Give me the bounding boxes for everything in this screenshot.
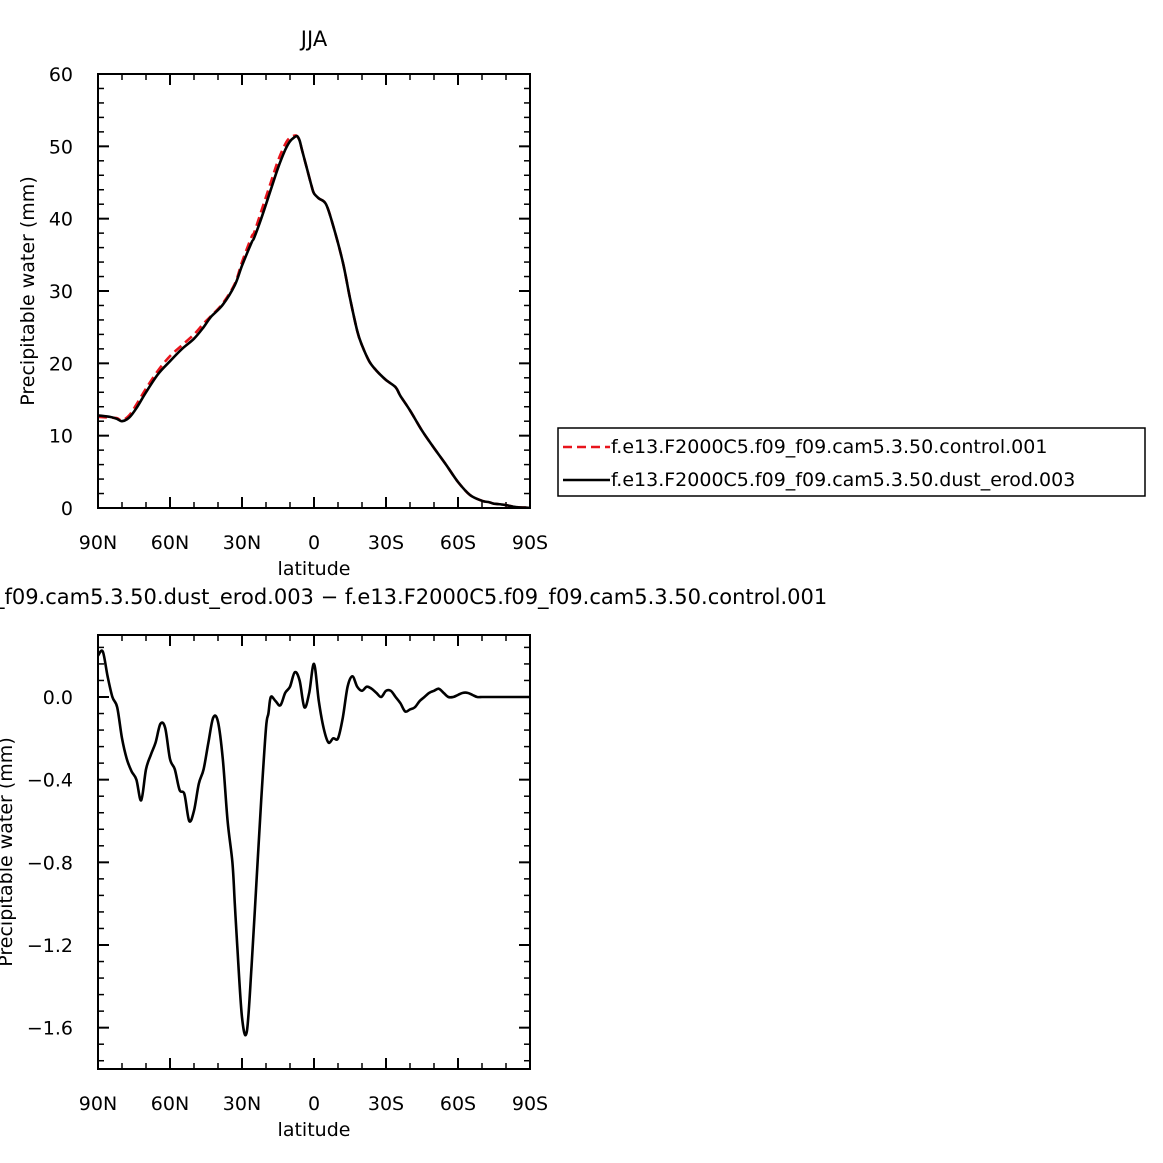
legend: f.e13.F2000C5.f09_f09.cam5.3.50.control.…	[557, 427, 1146, 497]
y-tick-label: 0	[61, 498, 73, 520]
bottom-plot-frame	[97, 634, 531, 1070]
legend-box	[557, 427, 1146, 497]
x-tick-label: 30S	[368, 1093, 404, 1115]
x-tick-label: 90N	[79, 1093, 117, 1115]
y-tick-label: −0.8	[27, 852, 73, 874]
bottom-series-group	[98, 649, 530, 1037]
series-line	[98, 134, 530, 508]
legend-label-dust-erod: f.e13.F2000C5.f09_f09.cam5.3.50.dust_ero…	[611, 469, 1075, 491]
y-tick-label: −0.4	[27, 770, 73, 792]
top-x-axis-label: latitude	[278, 558, 351, 580]
y-tick-label: 60	[49, 64, 73, 86]
y-tick-label: 0.0	[43, 687, 73, 709]
y-tick-label: 20	[49, 353, 73, 375]
x-tick-label: 90S	[512, 1093, 548, 1115]
top-series-group	[98, 134, 530, 508]
x-tick-label: 60S	[440, 532, 476, 554]
bottom-x-axis: 90N 60N 30N 0 30S 60S 90S	[79, 635, 548, 1115]
y-tick-label: −1.6	[27, 1018, 73, 1040]
bottom-y-axis-label: Precipitable water (mm)	[0, 737, 17, 966]
x-tick-label: 30S	[368, 532, 404, 554]
bottom-chart-title: f.e13.F2000C5.f09_f09.cam5.3.50.dust_ero…	[0, 585, 827, 610]
top-panel: JJA 0 10 20 30 40 50 60 90N 60N 30N 0 30S 60S 90S Pr…	[17, 27, 548, 580]
y-tick-label: −1.2	[27, 935, 73, 957]
legend-label-control: f.e13.F2000C5.f09_f09.cam5.3.50.control.…	[611, 436, 1047, 458]
x-tick-label: 60S	[440, 1093, 476, 1115]
x-tick-label: 0	[308, 1093, 320, 1115]
bottom-panel: f.e13.F2000C5.f09_f09.cam5.3.50.dust_ero…	[0, 585, 827, 1141]
y-tick-label: 50	[49, 136, 73, 158]
y-tick-label: 40	[49, 209, 73, 231]
top-y-axis-label: Precipitable water (mm)	[17, 176, 39, 405]
x-tick-label: 30N	[223, 1093, 261, 1115]
bottom-x-axis-label: latitude	[278, 1119, 351, 1141]
x-tick-label: 60N	[151, 532, 189, 554]
x-tick-label: 90S	[512, 532, 548, 554]
x-tick-label: 90N	[79, 532, 117, 554]
top-plot-frame	[97, 73, 531, 509]
y-tick-label: 30	[49, 281, 73, 303]
x-tick-label: 60N	[151, 1093, 189, 1115]
bottom-y-axis: 0.0 −0.4 −0.8 −1.2 −1.6	[27, 646, 530, 1062]
series-line	[98, 649, 530, 1037]
x-tick-label: 30N	[223, 532, 261, 554]
x-tick-label: 0	[308, 532, 320, 554]
top-x-axis: 90N 60N 30N 0 30S 60S 90S	[79, 74, 548, 554]
top-y-axis: 0 10 20 30 40 50 60	[49, 64, 530, 520]
top-chart-title: JJA	[299, 27, 328, 51]
y-tick-label: 10	[49, 426, 73, 448]
